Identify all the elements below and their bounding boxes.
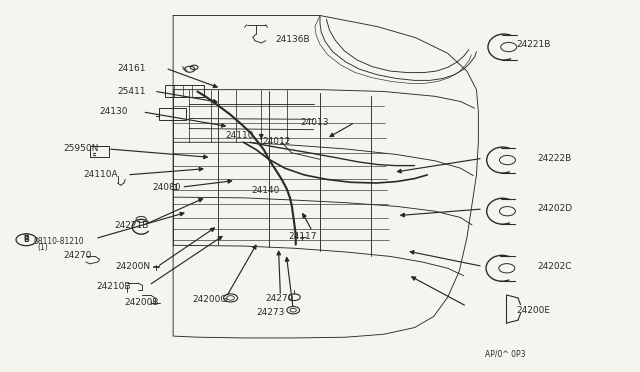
Text: 24012: 24012 bbox=[262, 137, 291, 146]
Text: 24270: 24270 bbox=[63, 251, 92, 260]
Text: B: B bbox=[24, 235, 29, 244]
Text: 25950N: 25950N bbox=[63, 144, 99, 153]
Text: 24202C: 24202C bbox=[537, 262, 572, 271]
Text: 24221B: 24221B bbox=[516, 40, 551, 49]
Text: 24161: 24161 bbox=[118, 64, 146, 73]
Text: 24140: 24140 bbox=[252, 186, 280, 195]
Bar bbox=[90, 146, 109, 157]
Text: 24130: 24130 bbox=[100, 108, 128, 116]
Text: 24202D: 24202D bbox=[537, 205, 572, 214]
Text: 24200B: 24200B bbox=[124, 298, 159, 307]
Text: 24200G: 24200G bbox=[192, 295, 228, 304]
Text: 24210B: 24210B bbox=[97, 282, 131, 291]
Text: 24222B: 24222B bbox=[537, 154, 572, 163]
Text: 24110: 24110 bbox=[225, 131, 254, 141]
Text: 24013: 24013 bbox=[301, 118, 330, 127]
Text: 24270: 24270 bbox=[266, 294, 294, 303]
Text: 24221B: 24221B bbox=[115, 221, 148, 230]
Text: 24136B: 24136B bbox=[275, 35, 310, 44]
Text: 24080: 24080 bbox=[152, 183, 180, 192]
Text: 24200E: 24200E bbox=[516, 306, 550, 315]
Text: 08110-81210: 08110-81210 bbox=[34, 237, 84, 246]
Text: 24200N: 24200N bbox=[116, 262, 151, 271]
Text: 24110A: 24110A bbox=[84, 170, 118, 179]
Bar bbox=[159, 108, 186, 120]
Text: (1): (1) bbox=[38, 243, 49, 252]
Text: B: B bbox=[24, 233, 29, 243]
Text: 24117: 24117 bbox=[288, 231, 317, 241]
Bar bbox=[166, 85, 204, 97]
Text: AP/0^ 0P3: AP/0^ 0P3 bbox=[484, 349, 525, 358]
Text: 24273: 24273 bbox=[256, 308, 285, 317]
Text: 25411: 25411 bbox=[118, 87, 146, 96]
